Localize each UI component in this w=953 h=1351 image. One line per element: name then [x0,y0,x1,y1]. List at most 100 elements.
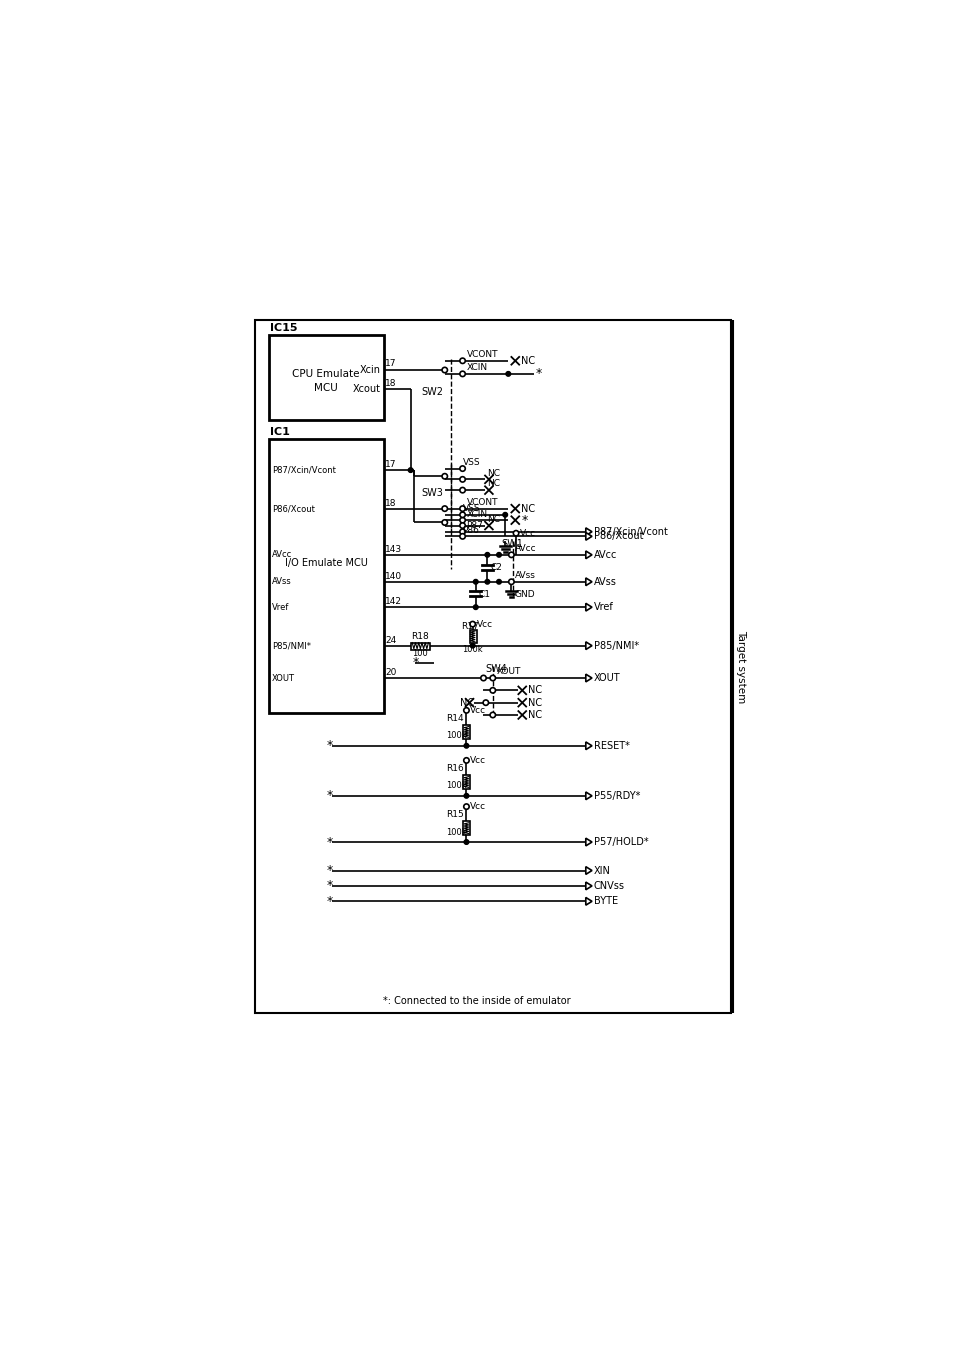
Text: AVcc: AVcc [515,544,537,553]
Circle shape [497,553,500,557]
Text: P87: P87 [466,521,483,530]
Circle shape [464,743,468,748]
Polygon shape [585,604,592,611]
Text: NC: NC [521,355,535,366]
Text: RESET*: RESET* [593,740,629,751]
Text: NC: NC [487,515,500,524]
Polygon shape [585,578,592,585]
Text: SW3: SW3 [421,488,443,499]
Circle shape [459,358,465,363]
Text: *: * [535,367,541,381]
Text: 142: 142 [385,597,401,607]
Circle shape [490,688,495,693]
Text: *: * [521,513,527,527]
Text: AVss: AVss [593,577,616,586]
Text: VSS: VSS [462,458,479,467]
Text: NC: NC [459,697,474,708]
Polygon shape [585,674,592,682]
Text: VSS: VSS [462,504,479,513]
Text: 100k: 100k [446,781,466,790]
Circle shape [464,840,468,844]
Polygon shape [585,532,592,540]
Text: SW1: SW1 [500,539,522,549]
Text: Xcin: Xcin [359,365,380,376]
Text: *: * [326,789,332,802]
Text: Vref: Vref [272,603,289,612]
Text: XCIN: XCIN [466,363,487,373]
Text: 17: 17 [385,359,396,369]
Text: *: * [326,880,332,893]
Text: Vcc: Vcc [470,802,486,811]
Text: NC: NC [527,685,541,696]
Circle shape [441,474,447,480]
Text: 100k: 100k [446,828,466,836]
Circle shape [508,553,514,558]
Circle shape [459,512,465,517]
Text: AVss: AVss [272,577,292,586]
Text: *: * [326,739,332,753]
Circle shape [459,523,465,528]
Circle shape [459,372,465,377]
Text: P87/Xcin/Vcont: P87/Xcin/Vcont [593,527,667,536]
Polygon shape [585,551,592,559]
Text: IC15: IC15 [270,323,297,332]
Text: BYTE: BYTE [593,896,617,907]
Polygon shape [585,838,592,846]
Text: MCU: MCU [314,382,337,393]
Polygon shape [585,897,592,905]
Text: P86/Xcout: P86/Xcout [272,504,314,513]
Circle shape [490,712,495,717]
Polygon shape [585,867,592,874]
Circle shape [464,793,468,798]
Text: Vcc: Vcc [470,705,486,715]
Circle shape [441,367,447,373]
Text: *: * [326,865,332,877]
Text: 140: 140 [385,571,402,581]
Bar [463,725,470,739]
Text: 100k: 100k [446,731,466,740]
Text: C1: C1 [478,589,491,598]
Text: Vcc: Vcc [470,757,486,765]
Circle shape [441,505,447,511]
Text: 100k: 100k [461,644,482,654]
Text: *: Connected to the inside of emulator: *: Connected to the inside of emulator [382,997,570,1006]
Circle shape [497,580,500,584]
Text: NC: NC [527,711,541,720]
Text: R14: R14 [446,713,463,723]
Text: SW4: SW4 [485,663,507,674]
Text: *: * [326,894,332,908]
Text: NC: NC [487,469,500,478]
Text: GND: GND [514,589,535,598]
Circle shape [441,520,447,526]
Text: VCONT: VCONT [466,350,497,359]
Circle shape [482,700,488,705]
Circle shape [470,643,475,648]
Text: Xcout: Xcout [352,384,380,394]
Circle shape [473,605,477,609]
Text: P86/Xcout: P86/Xcout [593,531,642,542]
Bar [463,775,470,789]
Text: IC1: IC1 [270,427,290,436]
Circle shape [463,804,469,809]
Text: I/O Emulate MCU: I/O Emulate MCU [284,558,367,567]
Circle shape [502,512,507,517]
Circle shape [459,466,465,471]
Text: R16: R16 [446,763,463,773]
Text: 143: 143 [385,544,402,554]
Bar [469,630,476,643]
Bar [269,439,383,713]
Text: Vcc: Vcc [476,620,492,628]
Text: 100: 100 [412,648,428,658]
Circle shape [408,467,413,473]
Text: 18: 18 [385,378,396,388]
Circle shape [490,676,495,681]
Text: 24: 24 [385,636,395,644]
Text: *: * [412,657,418,669]
Polygon shape [585,642,592,650]
Text: AVcc: AVcc [593,550,617,559]
Circle shape [484,580,489,584]
Circle shape [508,580,514,585]
Circle shape [513,531,518,536]
Text: P87/Xcin/Vcont: P87/Xcin/Vcont [272,466,335,474]
Text: P85/NMI*: P85/NMI* [593,640,638,651]
